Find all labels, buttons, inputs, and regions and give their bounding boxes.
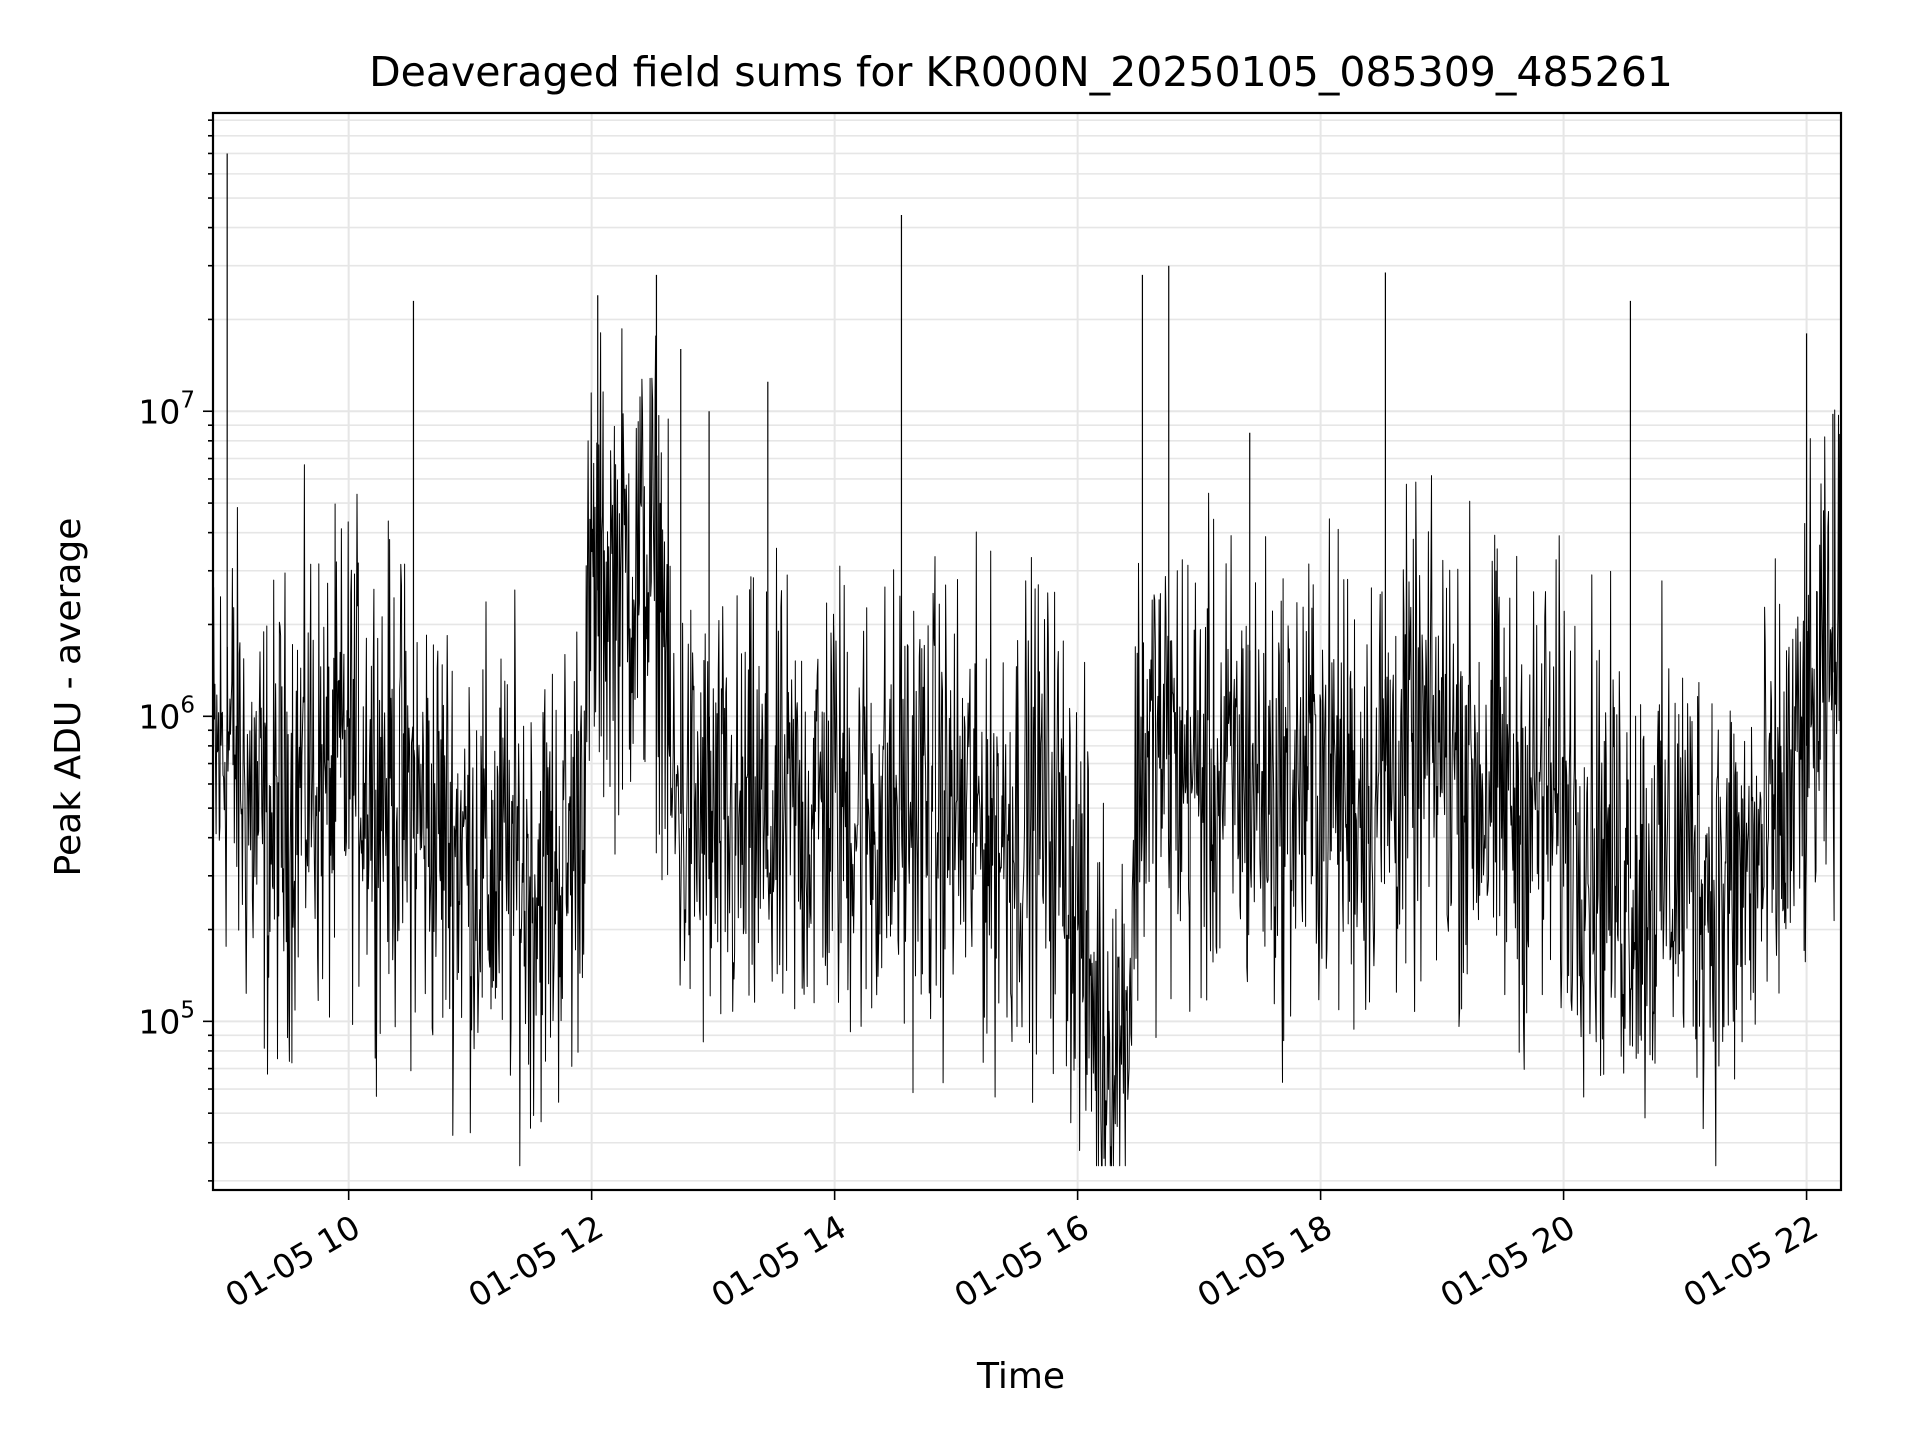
y-tick-base: 10 — [138, 392, 180, 431]
y-tick-exponent: 7 — [180, 387, 195, 413]
data-layer — [212, 153, 1842, 1167]
plot-frame — [211, 111, 1843, 1192]
y-tick-exponent: 6 — [180, 692, 195, 718]
y-tick-label: 106 — [138, 692, 195, 736]
y-tick-base: 10 — [138, 1002, 180, 1041]
y-tick-label: 107 — [138, 387, 195, 431]
chart-title: Deaveraged field sums for KR000N_2025010… — [369, 48, 1673, 96]
y-axis-label: Peak ADU - average — [48, 518, 89, 877]
y-tick-exponent: 5 — [180, 997, 195, 1023]
y-tick-base: 10 — [138, 697, 180, 736]
series-line — [212, 328, 1842, 1167]
x-axis-label: Time — [976, 1356, 1065, 1397]
y-tick-label: 105 — [138, 997, 195, 1041]
